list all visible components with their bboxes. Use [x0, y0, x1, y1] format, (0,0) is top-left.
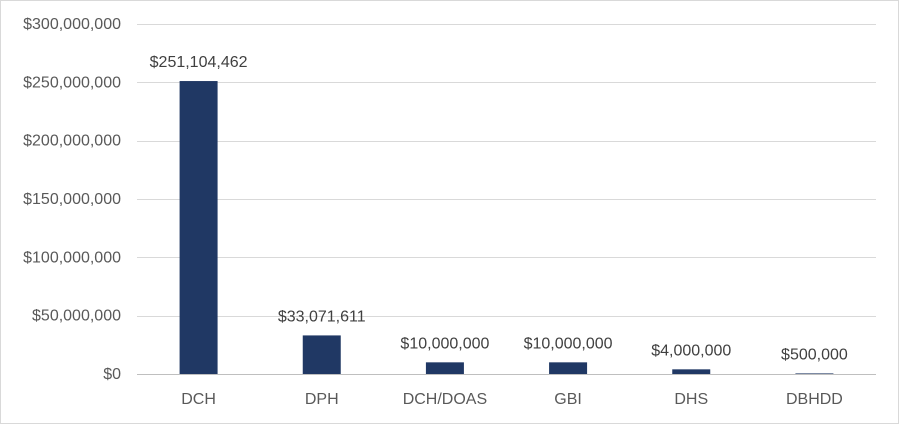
x-category-label: DPH [305, 391, 339, 408]
y-tick-label: $100,000,000 [23, 249, 121, 266]
data-label: $10,000,000 [524, 335, 613, 352]
x-category-label: GBI [554, 391, 582, 408]
y-tick-label: $200,000,000 [23, 133, 121, 150]
data-label: $10,000,000 [400, 335, 489, 352]
data-label: $251,104,462 [150, 54, 248, 71]
x-category-label: DHS [674, 391, 708, 408]
y-axis-tick-labels: $0 $50,000,000 $100,000,000 $150,000,000 $20… [23, 16, 121, 383]
bar-dhs [672, 369, 711, 374]
y-tick-label: $150,000,000 [23, 191, 121, 208]
bar-dch [179, 81, 218, 374]
y-tick-label: $250,000,000 [23, 74, 121, 91]
bar-gbi [549, 362, 588, 374]
bar-dch-doas [425, 362, 464, 374]
data-label: $4,000,000 [651, 342, 731, 359]
bar-dbhdd [795, 373, 834, 374]
y-tick-label: $300,000,000 [23, 16, 121, 33]
bar-dph [302, 335, 341, 374]
x-category-label: DCH/DOAS [403, 391, 487, 408]
x-category-label: DCH [181, 391, 216, 408]
data-labels: $251,104,462 $33,071,611 $10,000,000 $10,00… [150, 54, 848, 363]
gridlines [137, 24, 876, 375]
data-label: $33,071,611 [278, 308, 366, 325]
x-axis-category-labels: DCH DPH DCH/DOAS GBI DHS DBHDD [181, 391, 843, 408]
y-tick-label: $0 [103, 366, 121, 383]
bars [179, 81, 834, 374]
x-category-label: DBHDD [786, 391, 843, 408]
y-tick-label: $50,000,000 [32, 308, 121, 325]
data-label: $500,000 [781, 346, 848, 363]
